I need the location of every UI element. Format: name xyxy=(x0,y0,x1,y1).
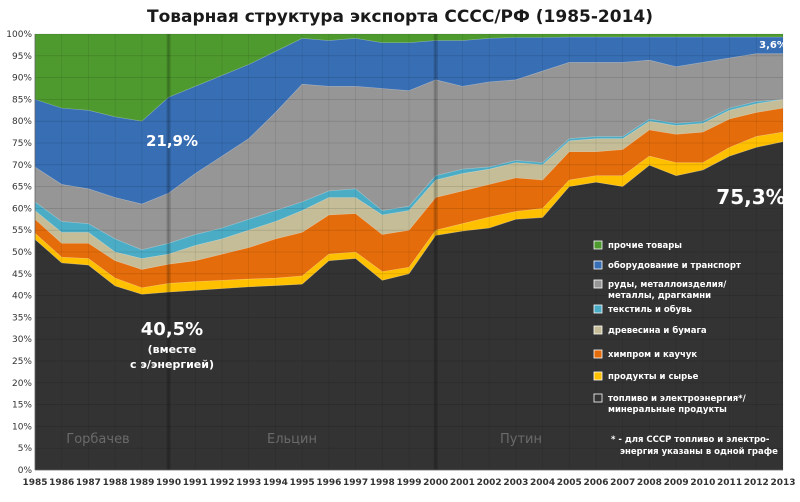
annotation-fuel-1990: 40,5% xyxy=(141,319,203,340)
y-tick-label: 70% xyxy=(12,161,32,171)
era-divider xyxy=(433,34,438,470)
x-tick-label: 1999 xyxy=(396,478,421,488)
x-tick-label: 1990 xyxy=(156,478,181,488)
series-edge-3 xyxy=(34,99,784,259)
era-label-yeltsin: Ельцин xyxy=(267,432,317,447)
x-tick-label: 1986 xyxy=(49,478,74,488)
era-label-gorbachev: Горбачев xyxy=(66,432,129,447)
y-tick-label: 25% xyxy=(12,357,32,367)
x-tick-label: 2013 xyxy=(770,478,795,488)
x-tick-label: 1991 xyxy=(183,478,208,488)
y-tick-label: 85% xyxy=(12,95,32,105)
y-tick-label: 30% xyxy=(12,335,32,345)
era-divider xyxy=(166,34,171,470)
x-tick-label: 2000 xyxy=(423,478,448,488)
legend: прочие товары оборудование и транспорт руд… xyxy=(593,240,747,415)
y-tick-label: 90% xyxy=(12,74,32,84)
x-tick-label: 1998 xyxy=(370,478,395,488)
y-tick-label: 80% xyxy=(12,117,32,127)
annotation-machinery-1989: 21,9% xyxy=(146,132,198,150)
x-tick-label: 1985 xyxy=(22,478,47,488)
y-tick-label: 5% xyxy=(18,444,33,454)
x-tick-label: 2007 xyxy=(610,478,635,488)
legend-label: топливо и электроэнергия*/ xyxy=(608,394,747,404)
legend-swatch xyxy=(593,325,603,335)
legend-swatch xyxy=(593,371,603,381)
y-tick-label: 75% xyxy=(12,139,32,149)
y-tick-label: 45% xyxy=(12,270,32,280)
x-tick-label: 1997 xyxy=(343,478,368,488)
legend-label: руды, металлоизделия/ xyxy=(608,280,727,290)
y-tick-label: 35% xyxy=(12,313,32,323)
y-tick-label: 50% xyxy=(12,248,32,258)
annotation-fuel-note-1: (вместе xyxy=(148,343,197,356)
x-tick-label: 2003 xyxy=(503,478,528,488)
x-tick-label: 1988 xyxy=(103,478,128,488)
legend-swatch xyxy=(593,393,603,403)
y-tick-label: 40% xyxy=(12,292,32,302)
legend-label: древесина и бумага xyxy=(608,325,707,336)
annotations: 21,9% 40,5% (вместе с э/энергией) 75,3% 3,6% Г… xyxy=(66,40,787,457)
x-tick-label: 2005 xyxy=(557,478,582,488)
series-edge-2 xyxy=(34,107,784,270)
annotation-fuel-note-2: с э/энергией) xyxy=(130,358,214,371)
x-tick-label: 2011 xyxy=(717,478,742,488)
x-tick-label: 2004 xyxy=(530,478,555,488)
y-tick-label: 100% xyxy=(6,30,32,40)
legend-label: оборудование и транспорт xyxy=(608,260,741,271)
series-edge-6 xyxy=(34,36,783,122)
footnote-line-2: энергия указаны в одной графе xyxy=(620,447,778,457)
annotation-fuel-2013: 75,3% xyxy=(716,185,785,209)
legend-swatch xyxy=(593,279,603,289)
x-tick-label: 2001 xyxy=(450,478,475,488)
x-tick-label: 2008 xyxy=(637,478,662,488)
series-edge-1 xyxy=(34,131,784,289)
legend-label: минеральные продукты xyxy=(608,405,727,415)
y-tick-label: 0% xyxy=(18,466,33,476)
x-tick-label: 1995 xyxy=(290,478,315,488)
x-tick-label: 1993 xyxy=(236,478,261,488)
footnote-line-1: * - для СССР топливо и электро- xyxy=(611,435,770,445)
legend-label: прочие товары xyxy=(608,241,682,251)
x-tick-label: 2009 xyxy=(664,478,689,488)
y-tick-label: 15% xyxy=(12,401,32,411)
y-tick-label: 60% xyxy=(12,204,32,214)
x-tick-label: 1996 xyxy=(316,478,341,488)
annotation-machinery-2013: 3,6% xyxy=(759,40,787,51)
x-tick-label: 1987 xyxy=(76,478,101,488)
legend-label: металлы, драгкамни xyxy=(608,291,711,301)
legend-label: продукты и сырье xyxy=(608,372,699,382)
x-tick-label: 1994 xyxy=(263,478,288,488)
y-tick-label: 55% xyxy=(12,226,32,236)
x-tick-label: 2012 xyxy=(744,478,769,488)
y-tick-label: 20% xyxy=(12,379,32,389)
x-tick-label: 2002 xyxy=(477,478,502,488)
series-edge-4 xyxy=(34,99,784,251)
y-tick-label: 65% xyxy=(12,183,32,193)
legend-swatch xyxy=(593,260,603,270)
x-tick-label: 1992 xyxy=(209,478,234,488)
y-tick-label: 10% xyxy=(12,422,32,432)
chart-title: Товарная структура экспорта СССС/РФ (198… xyxy=(147,7,653,27)
x-tick-label: 2010 xyxy=(690,478,715,488)
area-series-0 xyxy=(35,141,783,470)
x-tick-label: 2006 xyxy=(583,478,608,488)
plot-area xyxy=(34,34,784,471)
legend-label: химпром и каучук xyxy=(608,350,697,360)
legend-label: текстиль и обувь xyxy=(608,304,692,315)
axes: 0% 5% 10% 15% 20% 25% 30% 35% 40% 45% 50% 55% 60% 65%… xyxy=(6,30,795,488)
legend-swatch xyxy=(593,304,603,314)
series-edge-0 xyxy=(34,141,784,295)
era-label-putin: Путин xyxy=(500,432,542,447)
legend-swatch xyxy=(593,349,603,359)
x-tick-label: 1989 xyxy=(129,478,154,488)
y-tick-label: 95% xyxy=(12,52,32,62)
series-edge-5 xyxy=(34,53,783,205)
legend-swatch xyxy=(593,240,603,250)
